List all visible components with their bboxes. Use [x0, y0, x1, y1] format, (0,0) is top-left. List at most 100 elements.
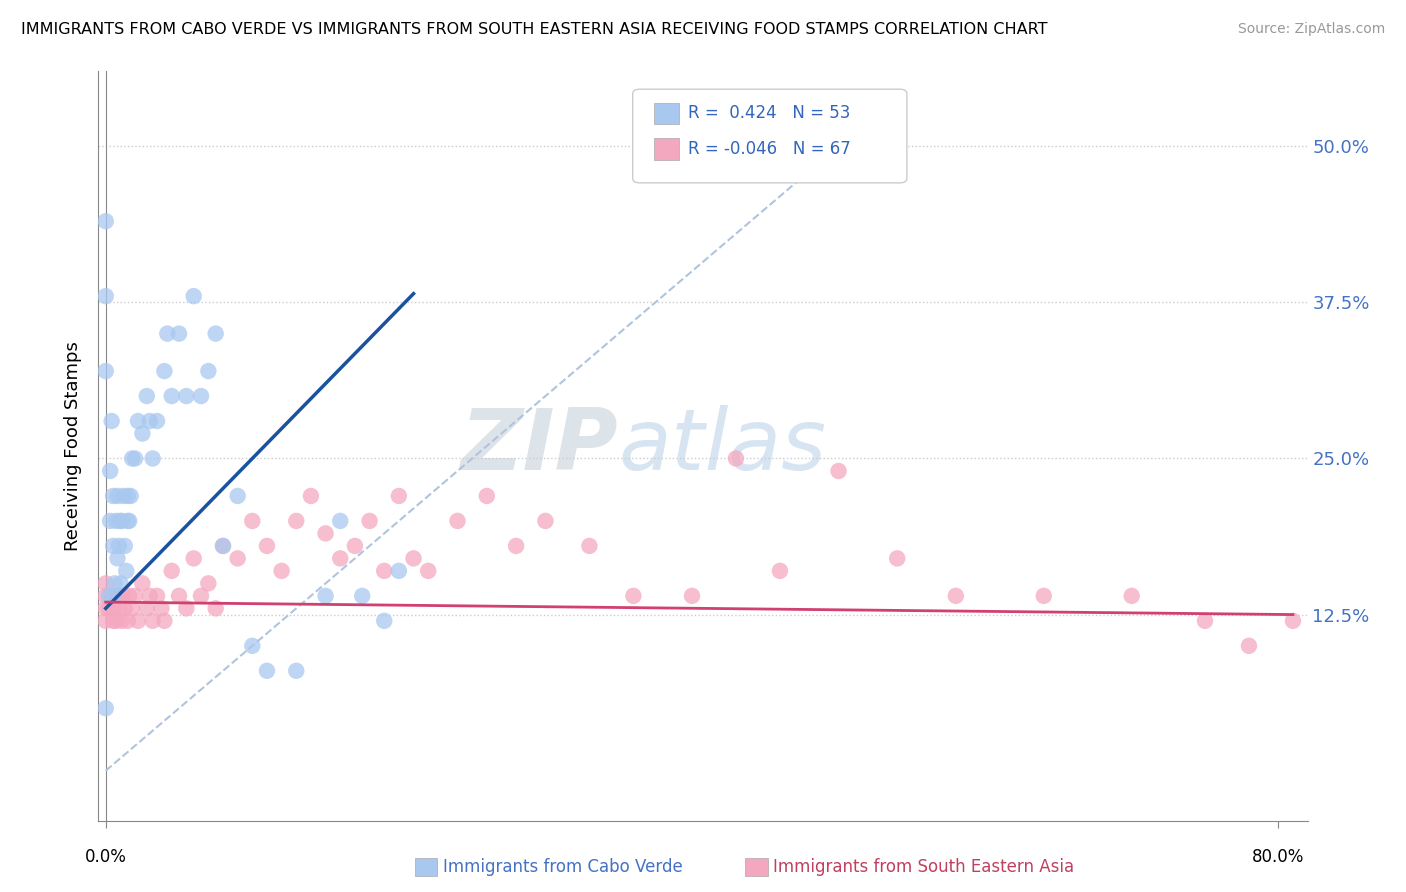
Point: [146, 414, 169, 428]
Point: [197, 364, 219, 378]
Point: [945, 589, 967, 603]
Point: [105, 614, 128, 628]
Point: [108, 601, 131, 615]
Point: [156, 326, 179, 341]
Point: [115, 564, 138, 578]
Text: Immigrants from South Eastern Asia: Immigrants from South Eastern Asia: [773, 858, 1074, 876]
Point: [101, 589, 124, 603]
Point: [94, 214, 117, 228]
Text: R = -0.046   N = 67: R = -0.046 N = 67: [688, 140, 851, 158]
Point: [112, 589, 135, 603]
Point: [167, 326, 190, 341]
Point: [160, 564, 183, 578]
Point: [108, 539, 131, 553]
Point: [373, 564, 395, 578]
Point: [110, 576, 132, 591]
Text: 0.0%: 0.0%: [84, 848, 127, 866]
Point: [120, 489, 142, 503]
Point: [402, 551, 425, 566]
Point: [121, 451, 143, 466]
Point: [240, 639, 263, 653]
Point: [197, 576, 219, 591]
Point: [94, 614, 117, 628]
Point: [1032, 589, 1054, 603]
Point: [256, 539, 278, 553]
Point: [118, 514, 141, 528]
Text: Immigrants from Cabo Verde: Immigrants from Cabo Verde: [443, 858, 683, 876]
Point: [121, 601, 143, 615]
Point: [1237, 639, 1260, 653]
Point: [101, 489, 124, 503]
Point: [131, 426, 153, 441]
Point: [270, 564, 292, 578]
Point: [285, 514, 308, 528]
Point: [475, 489, 498, 503]
Point: [110, 514, 132, 528]
Point: [117, 489, 139, 503]
Point: [142, 451, 165, 466]
Point: [167, 589, 190, 603]
Point: [153, 364, 176, 378]
Point: [138, 414, 160, 428]
Point: [111, 514, 134, 528]
Point: [103, 576, 125, 591]
Point: [285, 664, 308, 678]
Point: [94, 576, 117, 591]
Point: [97, 589, 120, 603]
Point: [98, 464, 121, 478]
Point: [724, 451, 747, 466]
Point: [153, 614, 176, 628]
Point: [505, 539, 527, 553]
Point: [212, 539, 235, 553]
Point: [131, 576, 153, 591]
Point: [681, 589, 703, 603]
Point: [127, 614, 149, 628]
Point: [446, 514, 468, 528]
Point: [352, 589, 374, 603]
Point: [315, 526, 337, 541]
Point: [118, 589, 141, 603]
Point: [135, 389, 157, 403]
Point: [373, 614, 395, 628]
Point: [256, 664, 278, 678]
Point: [107, 551, 129, 566]
Point: [124, 451, 146, 466]
Point: [418, 564, 440, 578]
Point: [103, 601, 125, 615]
Point: [146, 589, 169, 603]
Text: 80.0%: 80.0%: [1253, 848, 1305, 866]
Point: [107, 489, 129, 503]
Point: [94, 289, 117, 303]
Point: [114, 601, 136, 615]
Point: [240, 514, 263, 528]
Text: R =  0.424   N = 53: R = 0.424 N = 53: [688, 104, 849, 122]
Point: [176, 389, 198, 403]
Point: [1121, 589, 1143, 603]
Point: [127, 414, 149, 428]
Point: [94, 589, 117, 603]
Point: [578, 539, 600, 553]
Point: [97, 601, 120, 615]
Point: [204, 601, 226, 615]
Text: IMMIGRANTS FROM CABO VERDE VS IMMIGRANTS FROM SOUTH EASTERN ASIA RECEIVING FOOD : IMMIGRANTS FROM CABO VERDE VS IMMIGRANTS…: [21, 22, 1047, 37]
Point: [329, 551, 352, 566]
Point: [621, 589, 644, 603]
Point: [769, 564, 792, 578]
Point: [117, 514, 139, 528]
Point: [388, 489, 411, 503]
Point: [98, 589, 121, 603]
Point: [142, 614, 165, 628]
Point: [100, 414, 122, 428]
Point: [114, 539, 136, 553]
Point: [101, 589, 124, 603]
Point: [124, 589, 146, 603]
Point: [329, 514, 352, 528]
Y-axis label: Receiving Food Stamps: Receiving Food Stamps: [65, 341, 83, 551]
Point: [190, 389, 212, 403]
Point: [534, 514, 557, 528]
Point: [886, 551, 908, 566]
Point: [176, 601, 198, 615]
Point: [107, 589, 129, 603]
Point: [343, 539, 366, 553]
Point: [827, 464, 849, 478]
